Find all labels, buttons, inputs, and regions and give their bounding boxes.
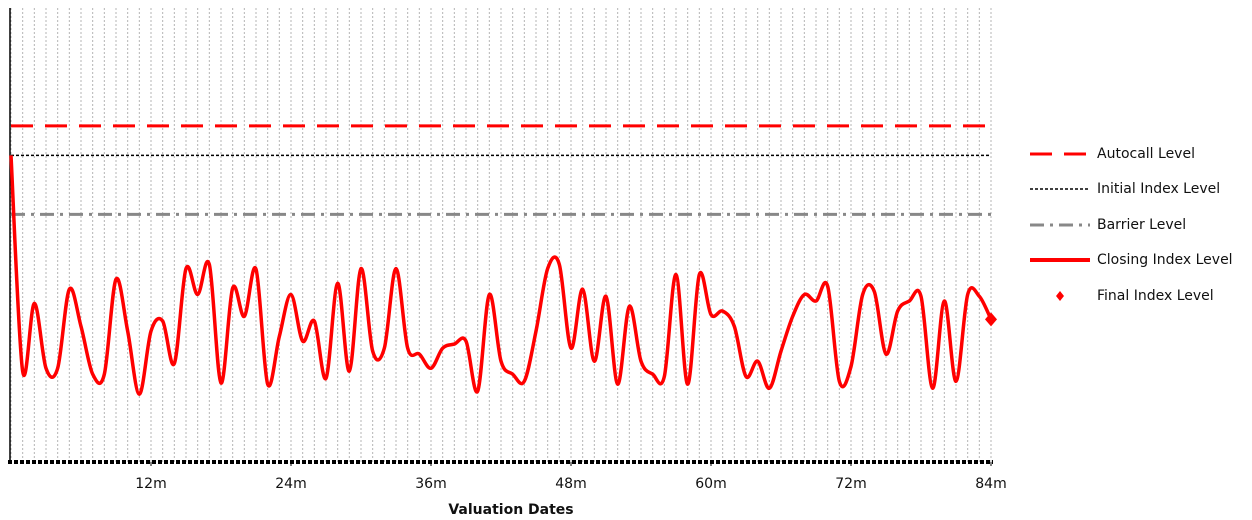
x-tick-label: 24m bbox=[275, 476, 306, 492]
x-tick-label: 48m bbox=[555, 476, 586, 492]
legend-swatch bbox=[1056, 291, 1064, 301]
legend-label: Closing Index Level bbox=[1097, 252, 1233, 268]
x-axis-title: Valuation Dates bbox=[448, 502, 573, 518]
x-tick-label: 72m bbox=[835, 476, 866, 492]
legend-label: Final Index Level bbox=[1097, 288, 1214, 304]
legend-label: Initial Index Level bbox=[1097, 181, 1220, 197]
x-tick-label: 36m bbox=[415, 476, 446, 492]
data-line bbox=[9, 155, 993, 396]
final-marker bbox=[985, 312, 997, 327]
x-tick-label: 12m bbox=[135, 476, 166, 492]
legend-label: Barrier Level bbox=[1097, 217, 1186, 233]
x-tick-label: 84m bbox=[975, 476, 1006, 492]
x-tick-label: 60m bbox=[695, 476, 726, 492]
legend-label: Autocall Level bbox=[1097, 146, 1195, 162]
